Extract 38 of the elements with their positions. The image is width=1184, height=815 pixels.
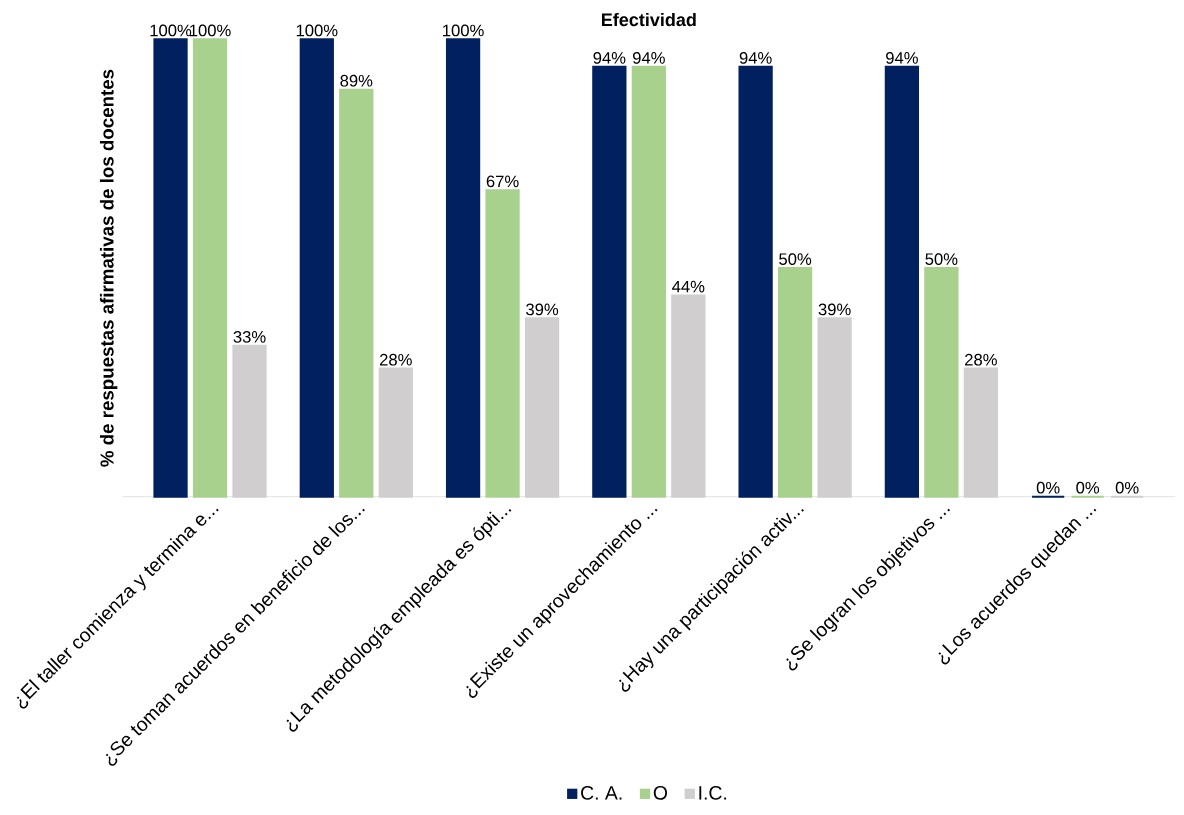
y-axis-title: % de respuestas afirmativas de los docentes bbox=[99, 69, 118, 467]
bar bbox=[884, 65, 920, 498]
data-label: 100% bbox=[150, 24, 192, 37]
data-label: 28% bbox=[965, 353, 997, 366]
data-label: 39% bbox=[818, 303, 851, 316]
data-label: 94% bbox=[632, 51, 665, 64]
bar bbox=[339, 88, 374, 498]
legend-label: O bbox=[653, 785, 668, 800]
bar bbox=[924, 266, 959, 498]
data-label: 0% bbox=[1115, 481, 1139, 494]
data-label: 67% bbox=[486, 175, 519, 187]
bar bbox=[777, 266, 813, 498]
legend-label: C. A. bbox=[581, 785, 622, 800]
bar bbox=[738, 65, 773, 498]
data-label: 50% bbox=[779, 252, 812, 265]
data-label: 50% bbox=[925, 252, 958, 265]
bar bbox=[485, 189, 520, 498]
bar bbox=[445, 38, 481, 498]
data-label: 94% bbox=[739, 51, 772, 64]
data-label: 94% bbox=[593, 51, 626, 64]
bar bbox=[592, 65, 627, 498]
data-label: 89% bbox=[340, 74, 373, 87]
bar bbox=[192, 38, 228, 498]
data-label: 0% bbox=[1036, 481, 1060, 494]
data-label: 33% bbox=[233, 330, 266, 343]
bar bbox=[631, 65, 666, 498]
chart-title: Efectividad bbox=[601, 12, 696, 26]
bar bbox=[299, 38, 334, 498]
data-label: 94% bbox=[886, 51, 918, 64]
data-label: 44% bbox=[672, 280, 705, 293]
bar bbox=[153, 38, 188, 498]
data-label: 28% bbox=[379, 353, 412, 366]
data-label: 100% bbox=[443, 24, 484, 37]
data-label: 0% bbox=[1076, 481, 1100, 494]
data-label: 100% bbox=[296, 24, 338, 37]
data-label: 100% bbox=[190, 24, 231, 37]
legend-label: I.C. bbox=[699, 785, 727, 800]
data-label: 39% bbox=[526, 303, 559, 316]
